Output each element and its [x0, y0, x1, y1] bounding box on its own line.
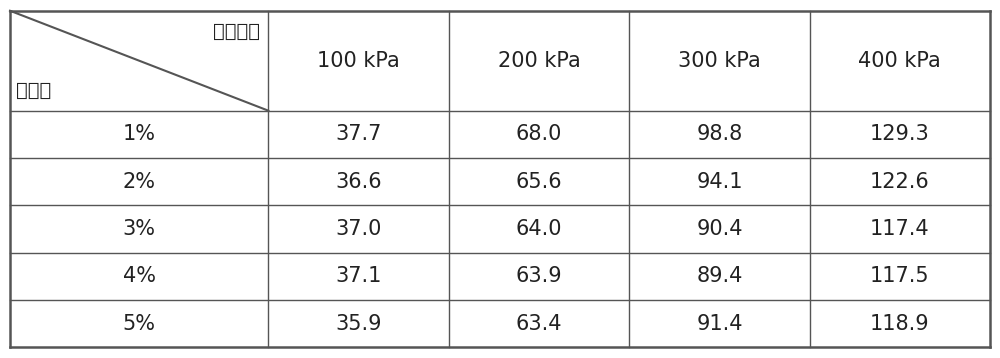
Text: 117.4: 117.4 — [870, 219, 930, 239]
Text: 117.5: 117.5 — [870, 266, 930, 286]
Text: 68.0: 68.0 — [516, 124, 562, 144]
Text: 63.9: 63.9 — [516, 266, 562, 286]
Text: 118.9: 118.9 — [870, 314, 930, 334]
Text: 37.7: 37.7 — [335, 124, 382, 144]
Text: 400 kPa: 400 kPa — [858, 51, 941, 71]
Text: 3%: 3% — [123, 219, 156, 239]
Text: 100 kPa: 100 kPa — [317, 51, 400, 71]
Text: 法向应力: 法向应力 — [213, 21, 260, 40]
Text: 36.6: 36.6 — [335, 172, 382, 192]
Text: 91.4: 91.4 — [696, 314, 743, 334]
Text: 2%: 2% — [123, 172, 156, 192]
Text: 37.1: 37.1 — [335, 266, 382, 286]
Text: 94.1: 94.1 — [696, 172, 743, 192]
Text: 37.0: 37.0 — [335, 219, 382, 239]
Text: 63.4: 63.4 — [516, 314, 562, 334]
Text: 含水率: 含水率 — [16, 81, 51, 100]
Text: 98.8: 98.8 — [696, 124, 743, 144]
Text: 90.4: 90.4 — [696, 219, 743, 239]
Text: 35.9: 35.9 — [335, 314, 382, 334]
Text: 5%: 5% — [123, 314, 156, 334]
Text: 122.6: 122.6 — [870, 172, 930, 192]
Text: 89.4: 89.4 — [696, 266, 743, 286]
Text: 64.0: 64.0 — [516, 219, 562, 239]
Text: 200 kPa: 200 kPa — [498, 51, 580, 71]
Text: 129.3: 129.3 — [870, 124, 930, 144]
Text: 300 kPa: 300 kPa — [678, 51, 761, 71]
Text: 1%: 1% — [123, 124, 156, 144]
Text: 4%: 4% — [123, 266, 156, 286]
Text: 65.6: 65.6 — [516, 172, 562, 192]
